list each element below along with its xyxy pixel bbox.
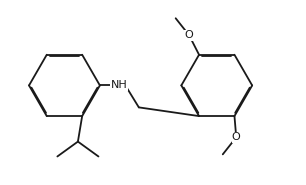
- Text: NH: NH: [111, 80, 128, 90]
- Text: O: O: [232, 132, 241, 142]
- Text: O: O: [185, 30, 193, 40]
